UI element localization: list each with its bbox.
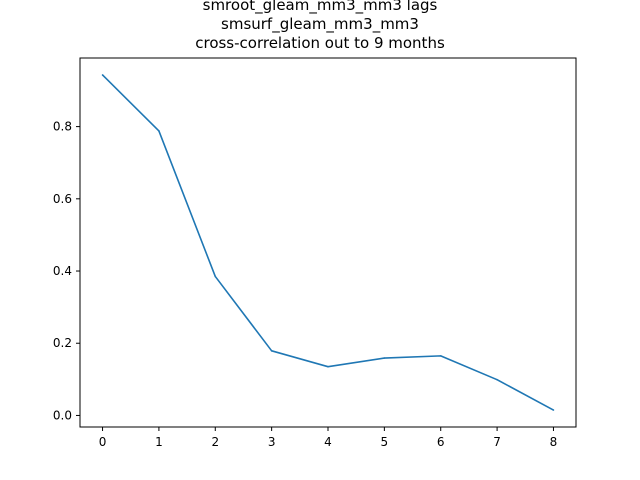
axis-ticks: 0 1 2 3 4 5 6 7 8 0.0 0.2 0.4 0.6 0.8 xyxy=(53,120,557,449)
chart-title-line-3: cross-correlation out to 9 months xyxy=(195,34,445,52)
x-tick-label: 6 xyxy=(437,435,445,449)
x-tick-label: 1 xyxy=(155,435,163,449)
series-line xyxy=(101,74,554,411)
series-layer xyxy=(101,74,555,411)
data-point xyxy=(496,378,498,381)
data-point xyxy=(439,355,442,357)
x-tick-label: 0 xyxy=(99,435,107,449)
chart-title-line-2: smsurf_gleam_mm3_mm3 xyxy=(221,15,419,33)
x-tick-label: 4 xyxy=(324,435,332,449)
data-point xyxy=(270,350,273,352)
chart-title-line-1: smroot_gleam_mm3_mm3 lags xyxy=(202,0,438,14)
x-tick-label: 2 xyxy=(211,435,219,449)
x-tick-label: 8 xyxy=(550,435,558,449)
data-point xyxy=(214,275,217,278)
y-tick-label: 0.0 xyxy=(53,408,72,422)
plot-frame xyxy=(79,57,577,428)
x-tick-label: 3 xyxy=(268,435,276,449)
data-point xyxy=(101,74,104,76)
chart-title: smroot_gleam_mm3_mm3 lags smsurf_gleam_m… xyxy=(0,0,640,53)
y-tick-label: 0.8 xyxy=(53,120,72,134)
data-point xyxy=(158,130,160,132)
y-tick-label: 0.6 xyxy=(53,192,72,206)
data-point xyxy=(552,409,555,411)
x-tick-label: 7 xyxy=(493,435,501,449)
data-point xyxy=(327,365,329,368)
y-tick-label: 0.2 xyxy=(53,336,72,350)
x-tick-label: 5 xyxy=(381,435,389,449)
y-tick-label: 0.4 xyxy=(53,264,72,278)
data-point xyxy=(383,357,386,359)
